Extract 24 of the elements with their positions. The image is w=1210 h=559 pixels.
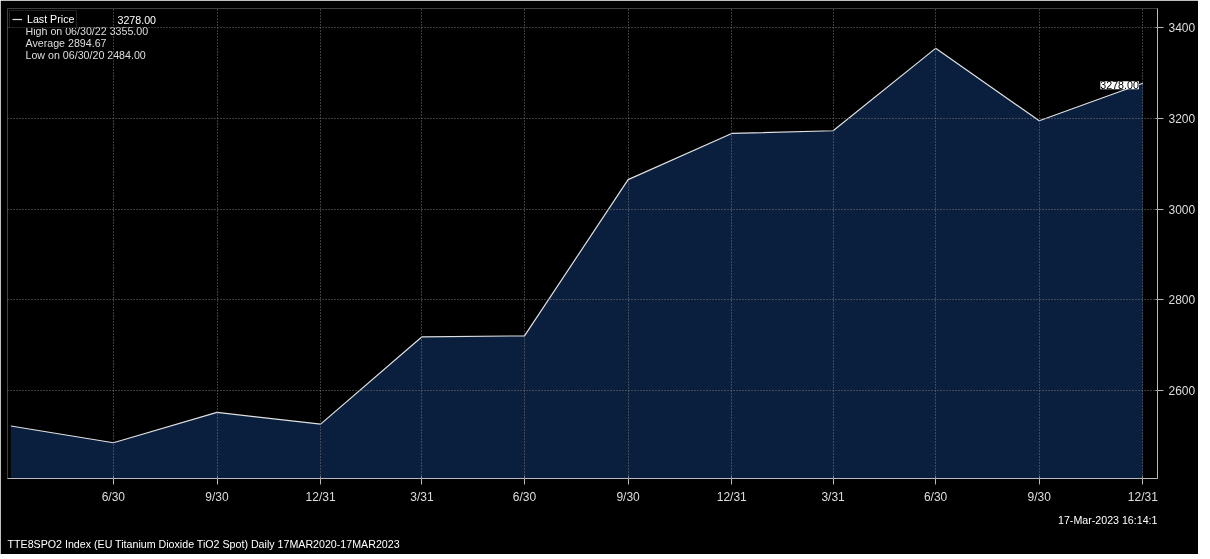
legend-label: Last Price [27,13,75,25]
text: 17-Mar-2023 16:14:1 [1057,513,1158,526]
y-tick-label: 3000 [1168,202,1196,217]
x-tick-label: 12/31 [1127,489,1159,504]
annotation: Low on 06/30/20 2484.00 [25,48,146,61]
annotation: 3278.00 [1100,79,1139,92]
x-tick-label: 6/30 [512,489,537,504]
annotation: High on 06/30/22 3355.00 [25,24,149,37]
x-tick-label: 12/31 [305,489,336,504]
x-tick-label: 3/31 [410,489,434,504]
annotation: Average 2894.67 [25,36,107,49]
annotation: 3278.00 [117,13,157,26]
x-tick-label: 12/31 [716,489,748,504]
y-tick-label: 2800 [1168,293,1196,308]
x-tick-label: 3/31 [821,489,846,504]
y-tick-label: 3400 [1168,21,1196,36]
x-tick-label: 9/30 [205,489,229,504]
x-tick-label: 9/30 [616,489,641,504]
x-tick-label: 6/30 [923,489,948,504]
x-tick-label: 6/30 [101,489,126,504]
y-tick-label: 3200 [1168,112,1196,127]
y-tick-label: 2600 [1168,383,1196,398]
text: TTE8SPO2 Index (EU Titanium Dioxide TiO2 Spot) Daily 17MAR2020-17MAR2023 [7,537,400,550]
x-tick-label: 9/30 [1027,489,1052,504]
